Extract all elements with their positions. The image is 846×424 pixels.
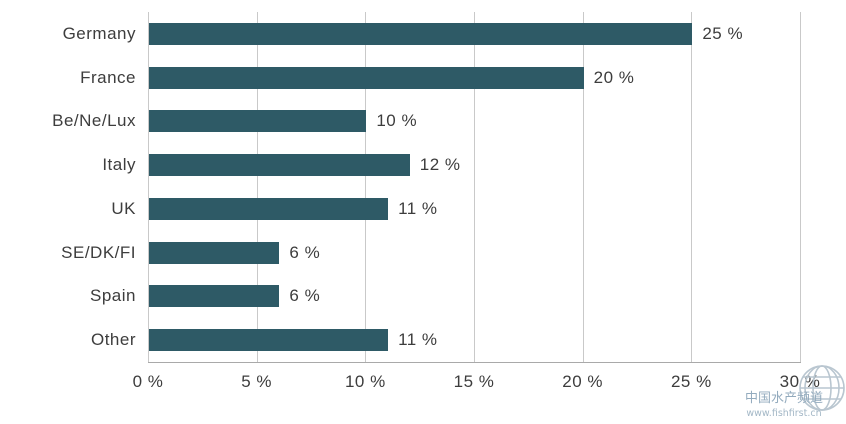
- bar: [149, 241, 280, 264]
- x-tick-label: 30 %: [779, 372, 821, 391]
- value-label: 6 %: [289, 242, 321, 262]
- value-label: 25 %: [702, 23, 744, 43]
- bar: [149, 285, 280, 308]
- bar-row: Italy 12 %: [0, 143, 846, 187]
- bar: [149, 22, 693, 45]
- gridline: [148, 12, 149, 362]
- x-axis-line: [148, 362, 801, 363]
- bar: [149, 154, 410, 177]
- category-label: Italy: [102, 155, 136, 175]
- x-tick-label: 20 %: [562, 372, 604, 391]
- x-tick-label: 15 %: [453, 372, 495, 391]
- gridline: [365, 12, 367, 362]
- category-label: Spain: [90, 286, 136, 306]
- category-label: Be/Ne/Lux: [52, 111, 136, 131]
- watermark-line2: www.fishfirst.cn: [746, 408, 821, 419]
- bar-row: UK 11 %: [0, 187, 846, 231]
- x-tick-label: 0 %: [132, 372, 164, 391]
- value-label: 11 %: [398, 330, 438, 350]
- x-tick-label: 10 %: [344, 372, 386, 391]
- gridline: [582, 12, 584, 362]
- gridline: [800, 12, 801, 362]
- category-label: SE/DK/FI: [61, 242, 136, 262]
- x-tick-label: 25 %: [670, 372, 712, 391]
- bar: [149, 329, 389, 352]
- category-label: Germany: [62, 23, 136, 43]
- category-label: UK: [111, 198, 136, 218]
- bar-row: Other 11 %: [0, 318, 846, 362]
- bar-row: Germany 25 %: [0, 12, 846, 56]
- bar: [149, 197, 389, 220]
- bar-row: Be/Ne/Lux 10 %: [0, 100, 846, 144]
- bar-row: Spain 6 %: [0, 275, 846, 319]
- gridline: [691, 12, 693, 362]
- bar-row: SE/DK/FI 6 %: [0, 231, 846, 275]
- x-tick-label: 5 %: [241, 372, 273, 391]
- value-label: 11 %: [398, 198, 438, 218]
- gridline: [474, 12, 475, 362]
- gridline: [256, 12, 258, 362]
- value-label: 10 %: [376, 111, 418, 131]
- plot-area: [148, 12, 801, 362]
- bar-row: France 20 %: [0, 56, 846, 100]
- category-label: Other: [90, 330, 136, 350]
- bar: [149, 110, 367, 133]
- category-label: France: [80, 67, 136, 87]
- x-axis-ticks: 0 % 5 % 10 % 15 % 20 % 25 % 30 %: [0, 372, 846, 396]
- value-label: 6 %: [289, 286, 321, 306]
- value-label: 20 %: [593, 67, 635, 87]
- value-label: 12 %: [419, 155, 461, 175]
- bar: [149, 66, 584, 89]
